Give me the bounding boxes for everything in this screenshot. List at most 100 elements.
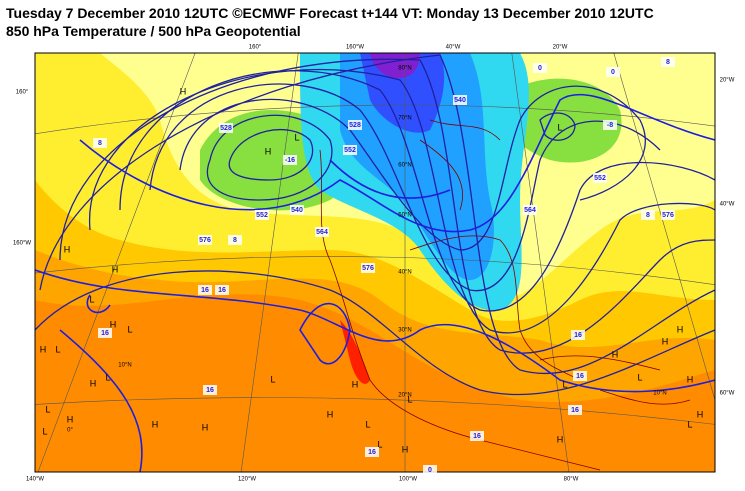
contour-label-box (203, 385, 217, 395)
graticule-label: 120°W (238, 477, 256, 483)
pressure-center: H (402, 444, 409, 454)
contour-label: 16 (576, 373, 584, 380)
graticule-label: 80°N (398, 66, 411, 72)
graticule-label: 20°W (553, 45, 568, 51)
pressure-center: H (557, 434, 564, 444)
contour-label: 16 (101, 330, 109, 337)
contour-label-box (593, 173, 607, 183)
graticule-label: 60°N (398, 163, 411, 169)
pressure-center: H (112, 264, 119, 274)
pressure-center: H (662, 336, 669, 346)
graticule-label: 20°W (720, 78, 735, 84)
contour-label-box (215, 285, 229, 295)
pressure-center: L (55, 344, 60, 354)
graticule-label: 50°N (398, 213, 411, 219)
graticule-label: 60°W (720, 391, 735, 397)
contour-label-box (93, 138, 107, 148)
contour-label-box (573, 371, 587, 381)
graticule-label: 140°W (26, 477, 44, 483)
temperature-contours (35, 93, 715, 472)
pressure-center: L (89, 294, 94, 304)
graticule-label: 100°W (399, 477, 417, 483)
contour-label: 576 (662, 212, 674, 219)
contour-label: 16 (218, 287, 226, 294)
contour-label: 540 (291, 207, 303, 214)
graticule-label: 10°N (118, 363, 131, 369)
deep-blue (360, 53, 445, 133)
graticule-label: 40°W (720, 202, 735, 208)
pressure-center: H (352, 379, 359, 389)
graticule-label: 70°N (398, 116, 411, 122)
contour-label-box (198, 235, 212, 245)
graticule-label: 40°W (446, 45, 461, 51)
contour-label: 564 (316, 229, 328, 236)
graticule-label: 40°N (398, 270, 411, 276)
pressure-center: L (365, 419, 370, 429)
contour-label: 8 (233, 237, 237, 244)
pressure-center: L (407, 394, 412, 404)
coastlines (319, 119, 691, 471)
graticule-label: 160° (16, 90, 29, 96)
contour-label-box (228, 235, 242, 245)
pressure-center: L (42, 426, 47, 436)
contour-label: 8 (666, 59, 670, 66)
pressure-center: H (90, 378, 97, 388)
pressure-center: L (45, 404, 50, 414)
contour-label: 16 (368, 449, 376, 456)
title: Tuesday 7 December 2010 12UTC ©ECMWF For… (6, 5, 654, 21)
subtitle: 850 hPa Temperature / 500 hPa Geopotenti… (6, 23, 301, 39)
graticule-label: 160°W (346, 45, 364, 51)
pressure-center: L (294, 132, 299, 142)
contour-label-box (661, 210, 675, 220)
contour-label: 0 (428, 467, 432, 474)
pressure-center: L (687, 419, 692, 429)
pressure-center: L (105, 372, 110, 382)
contour-label: 552 (594, 175, 606, 182)
contour-label-box (453, 95, 467, 105)
pressure-center: H (327, 409, 334, 419)
contour-label-box (348, 120, 362, 130)
contour-label-box (533, 63, 547, 73)
contour-label-box (568, 405, 582, 415)
contour-label-box (423, 465, 437, 475)
contour-label-box (98, 328, 112, 338)
contour-label: 16 (571, 407, 579, 414)
contour-label-box (606, 67, 620, 77)
pressure-center: H (152, 419, 159, 429)
contour-label-box (571, 330, 585, 340)
graticule-label: 0° (67, 428, 73, 434)
map-frame (34, 52, 716, 473)
pressure-center: H (180, 86, 187, 96)
pressure-center: H (265, 146, 272, 156)
red-hotspot (340, 320, 370, 384)
contour-label: 540 (454, 97, 466, 104)
pressure-center: H (612, 349, 619, 359)
contour-label-box (603, 120, 617, 130)
contour-label-box (641, 210, 655, 220)
graticule-label: 20°N (398, 393, 411, 399)
pressure-center: L (557, 122, 562, 132)
graticule (35, 53, 715, 472)
contour-label: -8 (607, 122, 613, 129)
contour-label: -16 (285, 157, 295, 164)
contour-label-box (290, 205, 304, 215)
graticule-label: 160° (249, 45, 262, 51)
contour-label: 576 (362, 265, 374, 272)
contour-label: 8 (98, 140, 102, 147)
graticule-label: 160°W (13, 241, 31, 247)
pressure-center: L (562, 379, 567, 389)
contour-label: 16 (206, 387, 214, 394)
contour-label-box (470, 431, 484, 441)
contour-label-box (523, 205, 537, 215)
contour-label-box (343, 145, 357, 155)
deep-orange (35, 294, 715, 472)
contour-label: 576 (199, 237, 211, 244)
contour-label: 8 (646, 212, 650, 219)
graticule-label: 80°W (564, 477, 579, 483)
contour-label: 552 (344, 147, 356, 154)
pressure-center: H (677, 324, 684, 334)
contour-label: 564 (524, 207, 536, 214)
graticule-label: 30°N (398, 328, 411, 334)
contour-label: 0 (611, 69, 615, 76)
